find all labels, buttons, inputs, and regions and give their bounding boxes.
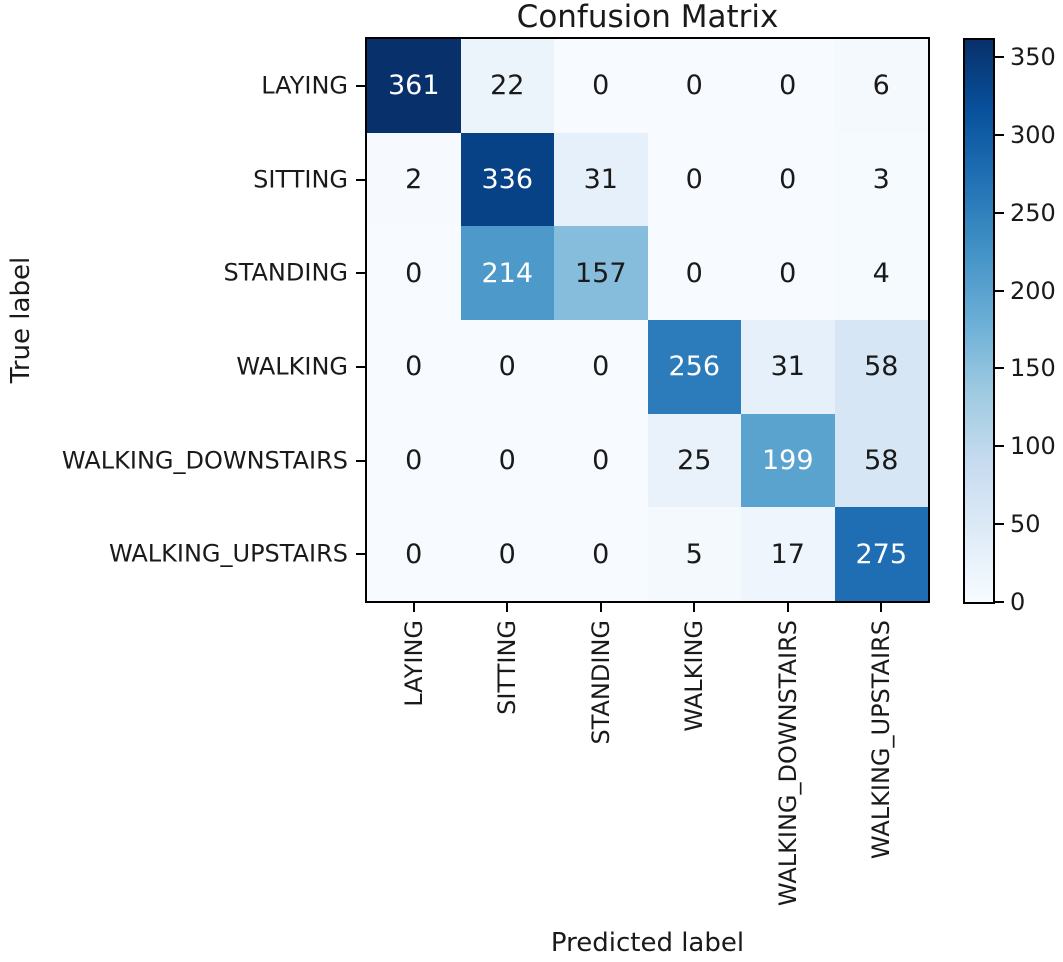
- tick-mark: [356, 459, 365, 462]
- heatmap-cell: 0: [741, 132, 835, 227]
- colorbar-tick-label: 300: [1010, 120, 1056, 149]
- heatmap-cell: 0: [460, 319, 554, 414]
- tick-mark: [880, 603, 883, 612]
- heatmap-cell: 17: [741, 507, 835, 601]
- chart-title: Confusion Matrix: [516, 0, 779, 35]
- x-tick-label: SITTING: [493, 620, 522, 715]
- tick-mark: [995, 133, 1004, 136]
- y-tick-label: WALKING: [236, 352, 348, 381]
- tick-mark: [995, 289, 1004, 292]
- y-tick-label: LAYING: [261, 71, 348, 100]
- heatmap-cell: 0: [741, 39, 835, 133]
- heatmap-cell: 0: [367, 226, 461, 320]
- heatmap-cell: 0: [554, 507, 648, 601]
- heatmap-cell: 0: [647, 226, 741, 320]
- heatmap-cell: 31: [741, 319, 835, 414]
- colorbar: [963, 38, 995, 604]
- tick-mark: [356, 272, 365, 275]
- y-tick-label: SITTING: [253, 164, 348, 193]
- colorbar-tick-label: 250: [1010, 198, 1056, 227]
- colorbar-tick-label: 150: [1010, 354, 1056, 383]
- colorbar-tick-label: 350: [1010, 43, 1056, 72]
- heatmap-cell: 199: [741, 413, 835, 508]
- x-axis-title: Predicted label: [550, 928, 745, 958]
- tick-mark: [995, 523, 1004, 526]
- heatmap-cell: 22: [460, 39, 554, 133]
- tick-mark: [995, 445, 1004, 448]
- heatmap-cell: 0: [460, 507, 554, 601]
- heatmap-cell: 0: [647, 39, 741, 133]
- heatmap-cell: 0: [367, 319, 461, 414]
- heatmap-cell: 256: [647, 319, 741, 414]
- tick-mark: [599, 603, 602, 612]
- heatmap-cell: 2: [367, 132, 461, 227]
- x-tick-label: LAYING: [399, 620, 428, 707]
- y-tick-label: WALKING_DOWNSTAIRS: [61, 445, 348, 474]
- tick-mark: [356, 84, 365, 87]
- heatmap-cell: 31: [554, 132, 648, 227]
- heatmap-cell: 4: [834, 226, 928, 320]
- tick-mark: [506, 603, 509, 612]
- heatmap-cell: 0: [647, 132, 741, 227]
- heatmap-cell: 0: [554, 413, 648, 508]
- tick-mark: [356, 365, 365, 368]
- x-tick-label: WALKING_UPSTAIRS: [867, 620, 896, 860]
- heatmap-cell: 0: [741, 226, 835, 320]
- colorbar-gradient: [965, 40, 993, 602]
- tick-mark: [995, 601, 1004, 603]
- heatmap-grid: 361 22 0 0 0 6 2 336 31 0 0 3 0 214 157 0 0 4 0 0 0 256 31 58 0 0…: [367, 39, 928, 601]
- tick-mark: [995, 56, 1004, 59]
- heatmap-cell: 6: [834, 39, 928, 133]
- tick-mark: [356, 553, 365, 556]
- heatmap-cell: 361: [367, 39, 461, 133]
- tick-mark: [356, 178, 365, 181]
- y-axis-title: True label: [6, 256, 36, 384]
- tick-mark: [786, 603, 789, 612]
- y-tick-label: STANDING: [223, 258, 348, 287]
- heatmap-cell: 214: [460, 226, 554, 320]
- heatmap-cell: 3: [834, 132, 928, 227]
- heatmap-cell: 157: [554, 226, 648, 320]
- heatmap-cell: 336: [460, 132, 554, 227]
- y-tick-label: WALKING_UPSTAIRS: [108, 539, 348, 568]
- tick-mark: [412, 603, 415, 612]
- heatmap-cell: 0: [554, 319, 648, 414]
- heatmap-frame: 361 22 0 0 0 6 2 336 31 0 0 3 0 214 157 0 0 4 0 0 0 256 31 58 0 0…: [365, 37, 930, 603]
- tick-mark: [693, 603, 696, 612]
- colorbar-tick-label: 100: [1010, 432, 1056, 461]
- colorbar-tick-label: 200: [1010, 276, 1056, 305]
- x-tick-label: WALKING: [680, 620, 709, 732]
- tick-mark: [995, 211, 1004, 214]
- heatmap-cell: 58: [834, 319, 928, 414]
- x-tick-label: WALKING_DOWNSTAIRS: [773, 620, 802, 907]
- colorbar-tick-label: 0: [1010, 588, 1026, 616]
- heatmap-cell: 275: [834, 507, 928, 601]
- x-tick-label: STANDING: [586, 620, 615, 745]
- tick-mark: [995, 367, 1004, 370]
- heatmap-cell: 25: [647, 413, 741, 508]
- colorbar-tick-label: 50: [1010, 510, 1041, 539]
- heatmap-cell: 0: [367, 507, 461, 601]
- heatmap-cell: 0: [554, 39, 648, 133]
- heatmap-cell: 5: [647, 507, 741, 601]
- heatmap-cell: 58: [834, 413, 928, 508]
- heatmap-cell: 0: [367, 413, 461, 508]
- heatmap-cell: 0: [460, 413, 554, 508]
